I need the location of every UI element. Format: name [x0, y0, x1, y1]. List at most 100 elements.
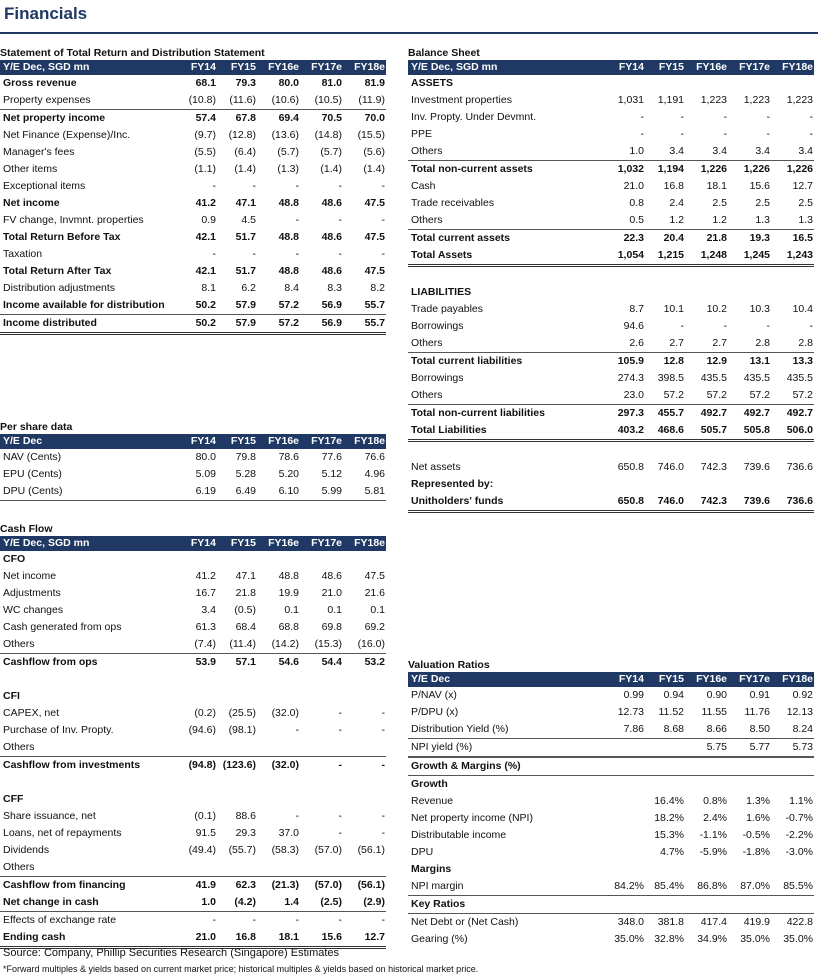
row-label [408, 267, 605, 284]
row-label: Ending cash [3, 931, 66, 943]
row-label: Total Liabilities [411, 424, 487, 436]
cell-fy16e: 2.7 [712, 337, 727, 349]
cell-fy16e: (21.3) [271, 879, 299, 891]
cell-fy17e: 1,245 [743, 249, 770, 261]
cell-fy16e: 3.4 [712, 145, 727, 157]
income-row: Distribution adjustments 8.1 6.2 8.4 8.3 8.2 [0, 280, 386, 297]
cell-fy17e: 3.4 [755, 145, 770, 157]
cell-fy17e: - [338, 827, 343, 839]
income-title: Statement of Total Return and Distributi… [0, 47, 265, 59]
cash-flow-row [0, 774, 386, 791]
cell-fy16e: 57.2 [278, 299, 299, 311]
cell-fy14: 21.0 [623, 180, 644, 192]
valuation-row: DPU 4.7% -5.9% -1.8% -3.0% [408, 844, 814, 861]
cell-fy16e: 34.9% [697, 933, 727, 945]
per-share-row: DPU (Cents) 6.19 6.49 6.10 5.99 5.81 [0, 483, 386, 501]
cell-fy15: 1,194 [657, 163, 684, 175]
cell-fy14: (10.8) [188, 94, 216, 106]
cell-fy18e: - [809, 128, 814, 140]
cell-fy16e: - [295, 914, 300, 926]
cell-fy16e: 1,223 [700, 94, 727, 106]
cell-fy18e: - [381, 810, 386, 822]
income-row: FV change, Invmnt. properties 0.9 4.5 - - - [0, 212, 386, 229]
cell-fy17e [300, 739, 343, 756]
cell-fy18e [343, 859, 386, 876]
cell-fy17e [300, 859, 343, 876]
header-year: FY14 [618, 61, 644, 73]
cash-flow-row: Dividends (49.4) (55.7) (58.3) (57.0) (56.1) [0, 842, 386, 859]
cell-fy14: 80.0 [195, 451, 216, 463]
cell-fy18e: - [381, 759, 386, 771]
cell-fy18e [771, 75, 814, 92]
header-year: FY18e [354, 61, 385, 73]
cell-fy18e: - [809, 320, 814, 332]
balance-sheet-row: PPE - - - - - [408, 126, 814, 143]
balance-sheet-row: Trade payables 8.7 10.1 10.2 10.3 10.4 [408, 301, 814, 318]
balance-sheet-title: Balance Sheet [408, 47, 480, 59]
cell-fy14: 7.86 [623, 723, 644, 735]
balance-sheet-row: LIABILITIES [408, 284, 814, 301]
cell-fy18e: 76.6 [364, 451, 385, 463]
header-year: FY15 [230, 537, 256, 549]
cell-fy17e: 81.0 [321, 77, 342, 89]
cell-fy14: 57.4 [195, 112, 216, 124]
cell-fy15: - [252, 180, 257, 192]
cell-fy17e: 1.3% [746, 795, 770, 807]
cell-fy14: - [640, 111, 645, 123]
cell-fy17e: 5.77 [749, 741, 770, 753]
row-label: Distribution Yield (%) [411, 723, 509, 735]
cell-fy17e: 1.3 [755, 214, 770, 226]
cell-fy18e: (15.5) [357, 129, 385, 141]
cash-flow-row: Adjustments 16.7 21.8 19.9 21.0 21.6 [0, 585, 386, 602]
balance-sheet-row [408, 267, 814, 284]
balance-sheet-row: Trade receivables 0.8 2.4 2.5 2.5 2.5 [408, 195, 814, 212]
cell-fy18e: 1,226 [786, 163, 813, 175]
table-header: Y/E Dec FY14 FY15 FY16e FY17e FY18e [0, 434, 386, 449]
cell-fy18e: 53.2 [364, 656, 385, 668]
cell-fy15: (55.7) [228, 844, 256, 856]
cell-fy15: (0.5) [234, 604, 256, 616]
cash-flow-row: Cash generated from ops 61.3 68.4 68.8 69.8 6… [0, 619, 386, 636]
cell-fy14: 94.6 [623, 320, 644, 332]
cell-fy16e: 417.4 [700, 916, 727, 928]
cell-fy15: 18.2% [654, 812, 684, 824]
header-year: FY15 [230, 435, 256, 447]
cell-fy18e [343, 551, 386, 568]
cell-fy15: 62.3 [235, 879, 256, 891]
valuation-row: Net property income (NPI) 18.2% 2.4% 1.6% -0… [408, 810, 814, 827]
balance-sheet-row: Total Liabilities 403.2 468.6 505.7 505.8 506… [408, 422, 814, 442]
cell-fy18e: 47.5 [364, 197, 385, 209]
cell-fy16e [685, 267, 728, 284]
cell-fy14: 6.19 [195, 485, 216, 497]
balance-sheet-row: Total current liabilities 105.9 12.8 12.9 13… [408, 352, 814, 370]
cell-fy14: - [212, 248, 217, 260]
cell-fy16e: 0.1 [284, 604, 299, 616]
row-label: P/DPU (x) [411, 706, 459, 718]
cell-fy17e: (57.0) [314, 844, 342, 856]
cell-fy16e: 68.8 [278, 621, 299, 633]
cell-fy16e [257, 671, 300, 688]
cell-fy16e [685, 476, 728, 493]
cell-fy17e [728, 267, 771, 284]
cell-fy16e: 48.8 [278, 231, 299, 243]
cell-fy16e: 57.2 [706, 389, 727, 401]
balance-sheet-row: Others 2.6 2.7 2.7 2.8 2.8 [408, 335, 814, 352]
cell-fy15: (123.6) [222, 759, 256, 771]
cell-fy14: 0.5 [629, 214, 644, 226]
cell-fy17e [728, 861, 771, 878]
row-label: Others [411, 337, 443, 349]
table-header: Y/E Dec, SGD mn FY14 FY15 FY16e FY17e FY18e [0, 536, 386, 551]
cell-fy16e [685, 896, 728, 913]
cell-fy15: - [252, 248, 257, 260]
cell-fy15 [645, 776, 685, 793]
cell-fy18e [343, 774, 386, 791]
table-header: Y/E Dec FY14 FY15 FY16e FY17e FY18e [408, 672, 814, 687]
cell-fy18e: (5.6) [363, 146, 385, 158]
cell-fy17e: 15.6 [321, 931, 342, 943]
cell-fy14 [177, 774, 217, 791]
per-share-row: NAV (Cents) 80.0 79.8 78.6 77.6 76.6 [0, 449, 386, 466]
cell-fy17e: 0.1 [327, 604, 342, 616]
cell-fy18e: 85.5% [783, 880, 813, 892]
cell-fy16e [685, 284, 728, 301]
cell-fy14: (94.8) [188, 759, 216, 771]
